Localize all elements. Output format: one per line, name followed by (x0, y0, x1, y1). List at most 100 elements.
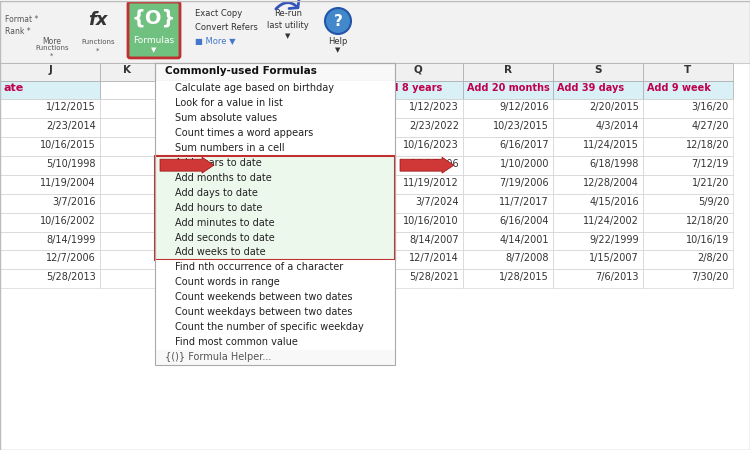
Text: ▼: ▼ (285, 33, 291, 39)
Bar (345, 137, 373, 156)
Bar (345, 212, 373, 231)
Text: Count weekends between two dates: Count weekends between two dates (175, 292, 352, 302)
Bar (373, 175, 463, 194)
Bar (463, 99, 553, 118)
Bar (373, 99, 463, 118)
Text: 11/19/2004: 11/19/2004 (40, 178, 96, 188)
Text: Sum absolute values: Sum absolute values (175, 113, 278, 123)
Bar (553, 137, 643, 156)
Text: Add years to date: Add years to date (175, 158, 262, 168)
Bar (553, 118, 643, 137)
Text: Formulas: Formulas (134, 36, 175, 45)
Bar (100, 156, 155, 175)
Text: 11/24/2015: 11/24/2015 (584, 140, 639, 150)
Text: 1/21/20: 1/21/20 (692, 178, 729, 188)
Text: Commonly-used Formulas: Commonly-used Formulas (165, 66, 316, 76)
Text: Add months to date: Add months to date (175, 173, 272, 183)
Text: ?: ? (334, 14, 343, 29)
Bar (643, 251, 733, 270)
Text: ■ More ▼: ■ More ▼ (195, 37, 236, 46)
Text: Add 39 days: Add 39 days (557, 83, 624, 93)
Bar (155, 350, 395, 365)
Text: 7/12/19: 7/12/19 (692, 159, 729, 169)
Bar (155, 290, 395, 306)
Bar (463, 270, 553, 288)
Bar (345, 63, 373, 81)
Bar (0, 194, 100, 212)
Text: 11/19/2012: 11/19/2012 (404, 178, 459, 188)
Text: 10/16/2023: 10/16/2023 (404, 140, 459, 150)
Bar (100, 231, 155, 251)
Bar (463, 175, 553, 194)
Text: Re-run: Re-run (274, 9, 302, 18)
Text: S: S (594, 65, 602, 75)
Text: Exact Copy: Exact Copy (195, 9, 242, 18)
Text: 7/19/2006: 7/19/2006 (500, 178, 549, 188)
Bar (0, 212, 100, 231)
Bar (345, 81, 373, 99)
Text: {()} Formula Helper...: {()} Formula Helper... (165, 352, 272, 362)
Bar (100, 251, 155, 270)
Bar (0, 81, 100, 99)
Bar (553, 81, 643, 99)
Text: Add minutes to date: Add minutes to date (175, 217, 274, 228)
Text: 12/7/2006: 12/7/2006 (46, 253, 96, 263)
Text: T: T (684, 65, 692, 75)
Text: 8/14/2007: 8/14/2007 (410, 234, 459, 244)
Bar (155, 306, 395, 320)
Bar (155, 96, 395, 111)
Bar (553, 270, 643, 288)
Text: Calculate age based on birthday: Calculate age based on birthday (175, 83, 334, 93)
Text: 9/12/2016: 9/12/2016 (500, 102, 549, 112)
Bar (155, 81, 395, 96)
Text: Look for a value in list: Look for a value in list (175, 98, 283, 108)
Bar (553, 212, 643, 231)
Text: Add 9 week: Add 9 week (647, 83, 711, 93)
Bar (0, 99, 100, 118)
Text: fx: fx (88, 11, 108, 29)
Text: 10/16/2010: 10/16/2010 (404, 216, 459, 225)
Bar (345, 231, 373, 251)
Text: Find most common value: Find most common value (175, 337, 298, 347)
Text: 11/24/2002: 11/24/2002 (584, 216, 639, 225)
Text: 2/8/20: 2/8/20 (698, 253, 729, 263)
Text: Add 8 years: Add 8 years (377, 83, 442, 93)
Text: K: K (124, 65, 131, 75)
Bar (0, 251, 100, 270)
Text: 4/15/2016: 4/15/2016 (590, 197, 639, 207)
Bar (643, 212, 733, 231)
Text: 7/30/20: 7/30/20 (692, 272, 729, 283)
Bar (155, 335, 395, 350)
Bar (155, 261, 395, 275)
Text: 3/16/20: 3/16/20 (692, 102, 729, 112)
Text: 8/14/1999: 8/14/1999 (46, 234, 96, 244)
Text: Help: Help (328, 37, 348, 46)
Text: 9/22/1999: 9/22/1999 (590, 234, 639, 244)
Bar (553, 175, 643, 194)
Text: 6/18/1998: 6/18/1998 (590, 159, 639, 169)
Bar (345, 270, 373, 288)
Bar (463, 194, 553, 212)
Bar (553, 99, 643, 118)
Text: 3/7/2016: 3/7/2016 (53, 197, 96, 207)
Bar (643, 231, 733, 251)
Text: 6/16/2017: 6/16/2017 (500, 140, 549, 150)
Bar (463, 156, 553, 175)
Bar (100, 212, 155, 231)
Bar (643, 63, 733, 81)
Bar (100, 175, 155, 194)
Text: 12/18/20: 12/18/20 (686, 216, 729, 225)
Bar (643, 270, 733, 288)
Bar (643, 99, 733, 118)
Text: 5/9/20: 5/9/20 (698, 197, 729, 207)
Text: Q: Q (414, 65, 422, 75)
Bar (643, 81, 733, 99)
Bar (155, 275, 395, 290)
Text: Add seconds to date: Add seconds to date (175, 233, 274, 243)
Bar (373, 251, 463, 270)
Bar (643, 137, 733, 156)
Text: Add 20 months: Add 20 months (467, 83, 550, 93)
Text: Add days to date: Add days to date (175, 188, 258, 198)
Text: P: P (356, 65, 363, 75)
Bar (155, 141, 395, 156)
